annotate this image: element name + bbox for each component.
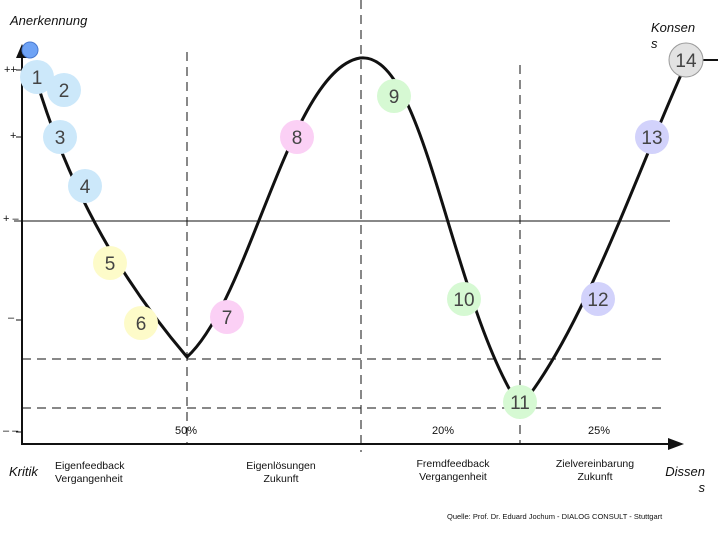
step-number: 9 <box>389 87 400 108</box>
step-bubble-13: 13 <box>635 120 669 154</box>
y-level-label: ++ <box>4 64 17 76</box>
step-bubble-5: 5 <box>93 246 127 280</box>
step-number: 7 <box>222 308 233 329</box>
step-bubble-8: 8 <box>280 120 314 154</box>
step-bubble-12: 12 <box>581 282 615 316</box>
percentage-label: 20% <box>432 425 455 437</box>
percentage-label: 50% <box>175 425 198 437</box>
step-circle <box>68 169 102 203</box>
step-circle <box>210 300 244 334</box>
phase-label: Eigenfeedback Vergangenheit <box>55 460 125 485</box>
step-circle <box>280 120 314 154</box>
step-circle <box>635 120 669 154</box>
step-number: 1 <box>32 68 43 89</box>
step-circle <box>20 60 54 94</box>
step-number: 3 <box>55 128 66 149</box>
step-number: 11 <box>510 393 530 414</box>
step-number: 4 <box>80 177 91 198</box>
step-bubble-11: 11 <box>503 385 537 419</box>
step-bubble-6: 6 <box>124 306 158 340</box>
y-level-label: – <box>8 312 15 324</box>
bottom-right-label: Dissen s <box>665 464 705 495</box>
step-number: 6 <box>136 314 147 335</box>
step-number: 12 <box>587 290 608 311</box>
step-bubble-9: 9 <box>377 79 411 113</box>
y-level-label: + <box>10 130 17 142</box>
x-axis-arrow <box>668 438 684 450</box>
step-bubble-4: 4 <box>68 169 102 203</box>
step-circle <box>447 282 481 316</box>
step-bubble-7: 7 <box>210 300 244 334</box>
step-number: 13 <box>641 128 662 149</box>
step-circle <box>47 73 81 107</box>
y-level-label: – – <box>3 425 19 437</box>
step-circle <box>43 120 77 154</box>
source-note: Quelle: Prof. Dr. Eduard Jochum - DIALOG… <box>447 512 663 521</box>
step-bubble-10: 10 <box>447 282 481 316</box>
wave-curve <box>30 54 692 410</box>
top-right-label: Konsen s <box>651 20 696 51</box>
step-bubble-14: 14 <box>668 42 704 78</box>
step-number: 10 <box>453 290 474 311</box>
step-number: 14 <box>675 51 697 72</box>
step-circle <box>93 246 127 280</box>
y-axis-title: Anerkennung <box>10 13 88 28</box>
phase-label: Fremdfeedback Vergangenheit <box>416 458 490 483</box>
step-circle <box>124 306 158 340</box>
phase-label: Zielvereinbarung Zukunft <box>555 458 635 483</box>
step-circle <box>503 385 537 419</box>
step-number: 2 <box>59 81 70 102</box>
step-bubble-2: 2 <box>47 73 81 107</box>
phase-label: Eigenlösungen Zukunft <box>246 460 316 485</box>
step-bubble-3: 3 <box>43 120 77 154</box>
y-level-label: + – <box>3 213 19 225</box>
step-circle <box>668 42 704 78</box>
percentage-label: 25% <box>588 425 611 437</box>
step-number: 5 <box>105 254 116 275</box>
step-bubble-1: 1 <box>20 60 54 94</box>
step-circle <box>377 79 411 113</box>
step-number: 8 <box>292 128 303 149</box>
bottom-left-label: Kritik <box>9 464 38 479</box>
start-marker <box>21 41 39 59</box>
step-circle <box>581 282 615 316</box>
